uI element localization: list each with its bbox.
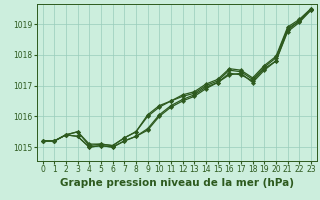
X-axis label: Graphe pression niveau de la mer (hPa): Graphe pression niveau de la mer (hPa) [60,178,294,188]
